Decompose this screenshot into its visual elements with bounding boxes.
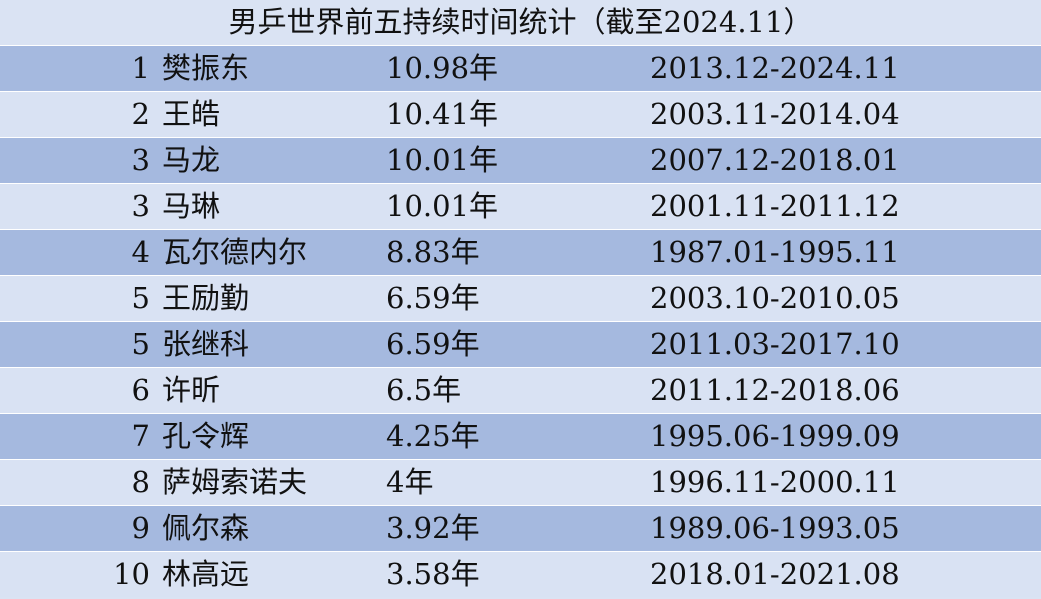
player-name-cell: 王励勤 — [162, 281, 250, 315]
table-row[interactable]: 5 王励勤 6.59年 2003.10-2010.05 — [0, 275, 1041, 321]
period-cell: 2007.12-2018.01 — [650, 143, 900, 177]
period-cell: 2018.01-2021.08 — [650, 557, 900, 591]
player-name-cell: 王皓 — [162, 97, 221, 131]
rank-cell: 9 — [131, 511, 150, 545]
duration-cell: 6.59年 — [386, 281, 480, 315]
table-row[interactable]: 9 佩尔森 3.92年 1989.06-1993.05 — [0, 505, 1041, 551]
rank-cell: 5 — [131, 281, 150, 315]
rank-cell: 3 — [131, 189, 150, 223]
table-row[interactable]: 10 林高远 3.58年 2018.01-2021.08 — [0, 551, 1041, 597]
table-row[interactable]: 2 王皓 10.41年 2003.11-2014.04 — [0, 91, 1041, 137]
table-title: 男乒世界前五持续时间统计（截至2024.11） — [0, 0, 1041, 45]
duration-cell: 10.01年 — [386, 143, 499, 177]
rank-cell: 3 — [131, 143, 150, 177]
period-cell: 2003.10-2010.05 — [650, 281, 900, 315]
period-cell: 2011.12-2018.06 — [650, 373, 900, 407]
table-row[interactable]: 4 瓦尔德内尔 8.83年 1987.01-1995.11 — [0, 229, 1041, 275]
table-row[interactable]: 8 萨姆索诺夫 4年 1996.11-2000.11 — [0, 459, 1041, 505]
period-cell: 2011.03-2017.10 — [650, 327, 900, 361]
player-name-cell: 马龙 — [162, 143, 221, 177]
period-cell: 1987.01-1995.11 — [650, 235, 900, 269]
duration-cell: 10.98年 — [386, 51, 499, 85]
player-name-cell: 樊振东 — [162, 51, 250, 85]
duration-cell: 10.41年 — [386, 97, 499, 131]
player-name-cell: 瓦尔德内尔 — [162, 235, 308, 269]
table-row[interactable]: 5 张继科 6.59年 2011.03-2017.10 — [0, 321, 1041, 367]
table-row[interactable]: 3 马琳 10.01年 2001.11-2011.12 — [0, 183, 1041, 229]
duration-cell: 3.92年 — [386, 511, 480, 545]
duration-cell: 8.83年 — [386, 235, 480, 269]
duration-cell: 4.25年 — [386, 419, 480, 453]
period-cell: 2001.11-2011.12 — [650, 189, 900, 223]
player-name-cell: 马琳 — [162, 189, 221, 223]
ranking-table: 1 樊振东 10.98年 2013.12-2024.11 2 王皓 10.41年… — [0, 45, 1041, 597]
player-name-cell: 许昕 — [162, 373, 221, 407]
duration-cell: 4年 — [386, 465, 434, 499]
period-cell: 2003.11-2014.04 — [650, 97, 900, 131]
period-cell: 1989.06-1993.05 — [650, 511, 900, 545]
rank-cell: 5 — [131, 327, 150, 361]
table-row[interactable]: 1 樊振东 10.98年 2013.12-2024.11 — [0, 45, 1041, 91]
player-name-cell: 孔令辉 — [162, 419, 250, 453]
table-row[interactable]: 6 许昕 6.5年 2011.12-2018.06 — [0, 367, 1041, 413]
player-name-cell: 萨姆索诺夫 — [162, 465, 308, 499]
period-cell: 1995.06-1999.09 — [650, 419, 900, 453]
player-name-cell: 张继科 — [162, 327, 250, 361]
table-row[interactable]: 3 马龙 10.01年 2007.12-2018.01 — [0, 137, 1041, 183]
rank-cell: 4 — [131, 235, 150, 269]
duration-cell: 3.58年 — [386, 557, 480, 591]
period-cell: 2013.12-2024.11 — [650, 51, 900, 85]
period-cell: 1996.11-2000.11 — [650, 465, 900, 499]
rank-cell: 7 — [131, 419, 150, 453]
rank-cell: 1 — [131, 51, 150, 85]
duration-cell: 6.5年 — [386, 373, 462, 407]
rank-cell: 8 — [131, 465, 150, 499]
rank-cell: 10 — [113, 557, 150, 591]
player-name-cell: 佩尔森 — [162, 511, 250, 545]
rank-cell: 6 — [131, 373, 150, 407]
player-name-cell: 林高远 — [162, 557, 250, 591]
table-row[interactable]: 7 孔令辉 4.25年 1995.06-1999.09 — [0, 413, 1041, 459]
rank-cell: 2 — [131, 97, 150, 131]
duration-cell: 6.59年 — [386, 327, 480, 361]
duration-cell: 10.01年 — [386, 189, 499, 223]
